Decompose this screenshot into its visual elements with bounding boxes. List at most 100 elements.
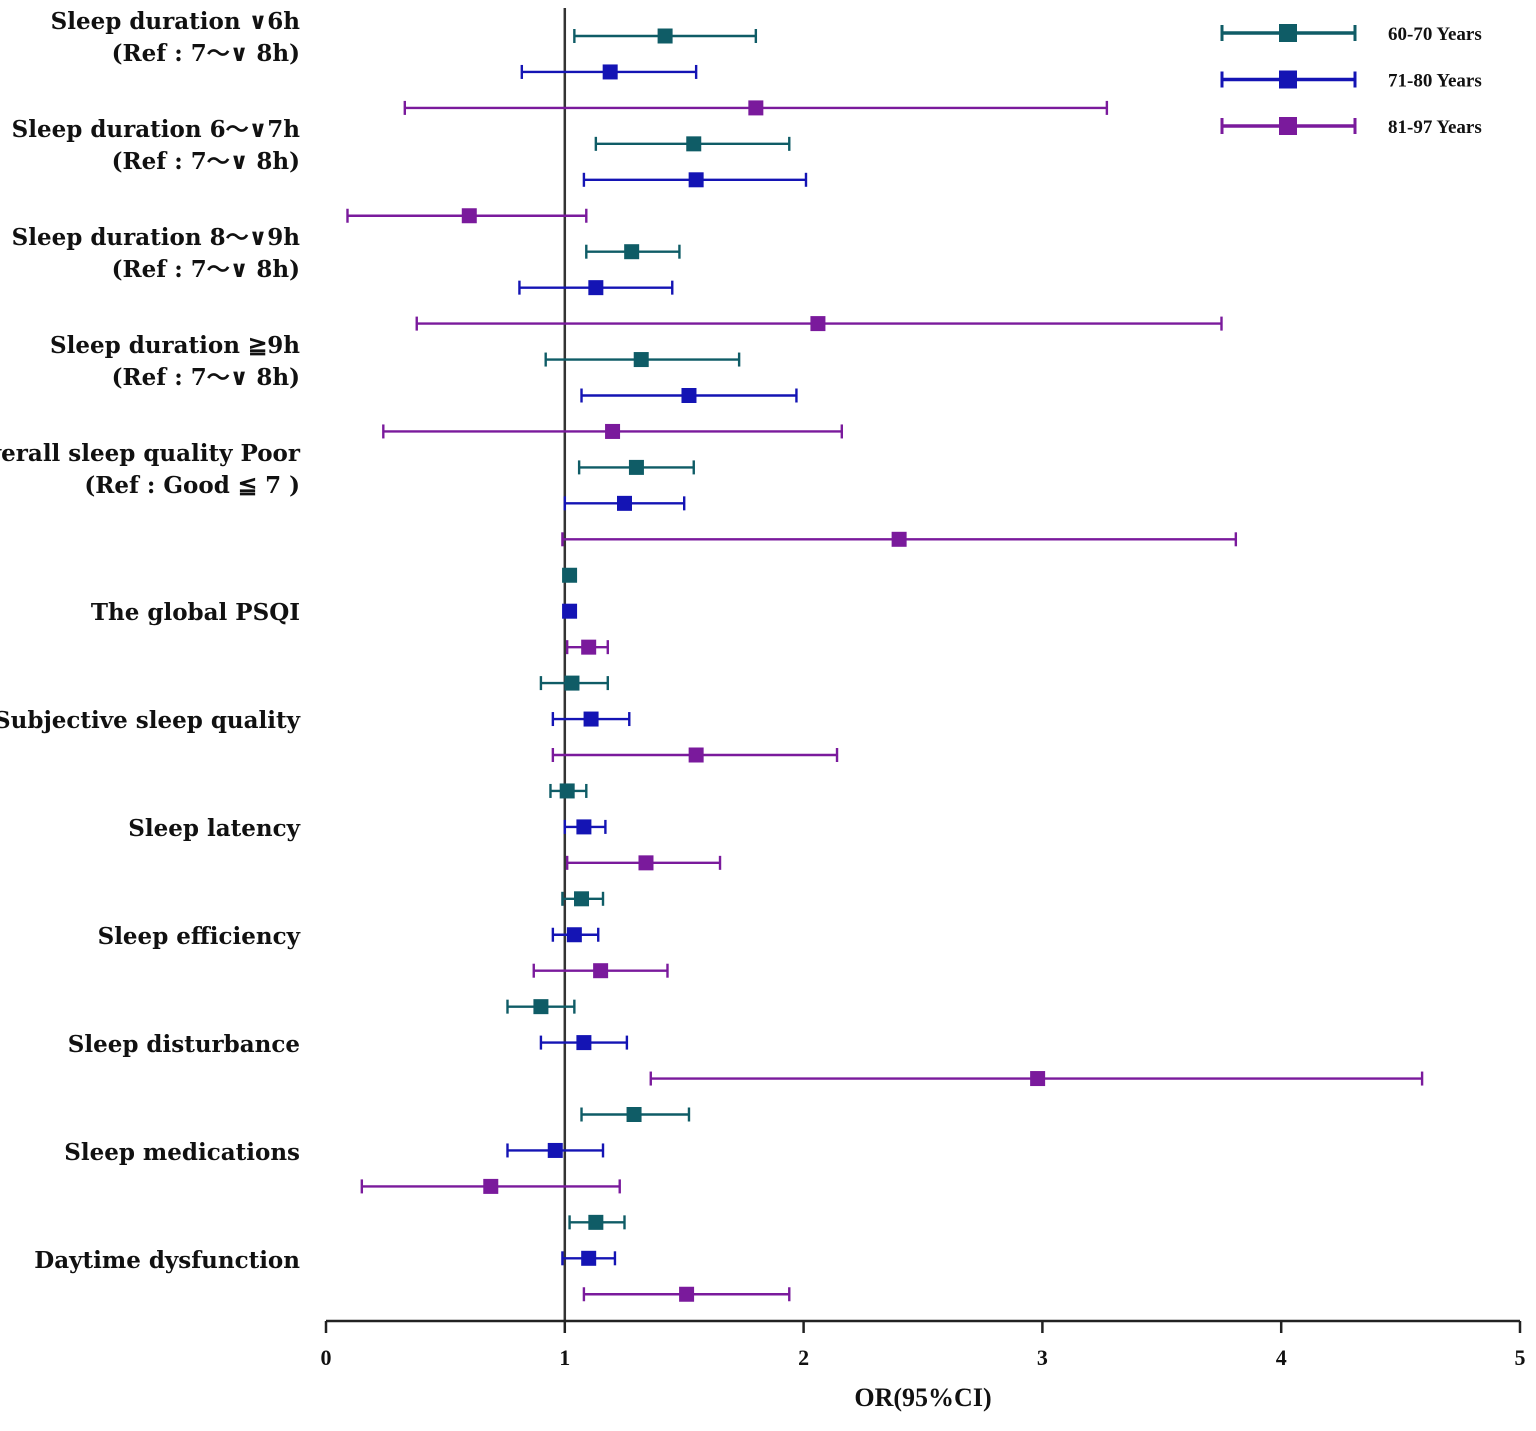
error-bar bbox=[360, 1178, 621, 1194]
category-label: Sleep duration ≧9h bbox=[50, 332, 300, 359]
point-estimate bbox=[588, 280, 604, 296]
category-label: Overall sleep quality Poor bbox=[0, 440, 301, 467]
error-bar bbox=[580, 388, 798, 403]
error-bar bbox=[549, 783, 588, 799]
category-label: (Ref : 7〜∨ 8h) bbox=[112, 364, 300, 391]
point-estimate bbox=[564, 675, 580, 691]
legend-label: 71-80 Years bbox=[1388, 71, 1482, 92]
error-bar bbox=[415, 316, 1223, 332]
legend-label: 60-70 Years bbox=[1388, 24, 1482, 45]
x-tick-label: 5 bbox=[1515, 1345, 1526, 1370]
legend-marker bbox=[1279, 24, 1297, 42]
plot-marks bbox=[346, 28, 1424, 1302]
error-bar bbox=[565, 855, 722, 871]
x-tick-label: 0 bbox=[321, 1345, 332, 1370]
error-bar bbox=[551, 711, 631, 727]
error-bar bbox=[551, 927, 600, 943]
point-estimate bbox=[679, 1286, 695, 1302]
point-estimate bbox=[581, 1250, 597, 1266]
category-label: Sleep latency bbox=[128, 815, 300, 842]
error-bar bbox=[563, 819, 607, 835]
point-estimate bbox=[574, 891, 590, 907]
point-estimate bbox=[562, 603, 578, 619]
point-estimate bbox=[547, 1142, 563, 1158]
point-estimate bbox=[657, 28, 673, 44]
error-bar bbox=[382, 423, 844, 439]
legend-item: 71-80 Years bbox=[1220, 70, 1482, 92]
point-estimate bbox=[593, 963, 609, 979]
error-bar bbox=[518, 280, 674, 296]
point-estimate bbox=[588, 1214, 604, 1230]
error-bar bbox=[561, 1250, 617, 1266]
point-estimate bbox=[891, 531, 907, 547]
legend-marker bbox=[1279, 70, 1297, 89]
error-bar bbox=[532, 963, 669, 979]
x-tick-label: 2 bbox=[798, 1345, 809, 1370]
x-tick-label: 4 bbox=[1276, 1345, 1287, 1370]
error-bar bbox=[506, 1142, 605, 1158]
error-bar bbox=[562, 567, 578, 583]
category-label: Daytime dysfunction bbox=[34, 1247, 300, 1274]
category-label: Sleep duration 8〜∨9h bbox=[12, 224, 301, 251]
error-bar bbox=[562, 603, 578, 619]
error-bar bbox=[582, 1286, 791, 1302]
x-axis: 0 1 2 3 4 5 bbox=[321, 1319, 1526, 1370]
point-estimate bbox=[583, 711, 599, 727]
category-label: Sleep medications bbox=[64, 1139, 300, 1166]
error-bar bbox=[594, 136, 791, 152]
point-estimate bbox=[681, 388, 697, 403]
category-label: Sleep duration ∨6h bbox=[51, 8, 301, 35]
point-estimate bbox=[533, 999, 549, 1015]
category-label: Sleep disturbance bbox=[68, 1031, 300, 1058]
error-bar bbox=[568, 1214, 626, 1230]
category-label: (Ref : Good ≦ 7 ) bbox=[84, 472, 300, 499]
error-bar bbox=[506, 999, 576, 1015]
point-estimate bbox=[617, 495, 632, 511]
category-labels: Sleep duration ∨6h (Ref : 7〜∨ 8h) Sleep du… bbox=[0, 8, 301, 1274]
error-bar bbox=[563, 495, 686, 511]
error-bar bbox=[403, 100, 1109, 116]
legend-item: 60-70 Years bbox=[1220, 24, 1482, 45]
error-bar bbox=[539, 1035, 629, 1051]
legend-marker bbox=[1279, 117, 1297, 135]
category-label: (Ref : 7〜∨ 8h) bbox=[112, 40, 300, 67]
point-estimate bbox=[559, 783, 575, 799]
point-estimate bbox=[748, 100, 764, 116]
error-bar bbox=[582, 172, 808, 188]
point-estimate bbox=[605, 423, 621, 439]
point-estimate bbox=[686, 136, 702, 152]
error-bar bbox=[544, 352, 741, 368]
error-bar bbox=[649, 1071, 1424, 1087]
point-estimate bbox=[602, 64, 618, 80]
point-estimate bbox=[461, 208, 477, 224]
error-bar bbox=[561, 891, 605, 907]
error-bar bbox=[520, 64, 698, 80]
point-estimate bbox=[581, 639, 597, 655]
category-label: Sleep efficiency bbox=[98, 923, 301, 950]
error-bar bbox=[565, 639, 609, 655]
error-bar bbox=[551, 747, 839, 763]
point-estimate bbox=[566, 927, 582, 943]
x-tick-label: 3 bbox=[1037, 1345, 1048, 1370]
point-estimate bbox=[562, 567, 578, 583]
point-estimate bbox=[576, 819, 592, 835]
category-label: (Ref : 7〜∨ 8h) bbox=[112, 256, 300, 283]
x-tick-label: 1 bbox=[559, 1345, 570, 1370]
category-label: Subjective sleep quality bbox=[0, 707, 301, 734]
point-estimate bbox=[1030, 1071, 1046, 1087]
category-label: The global PSQI bbox=[91, 599, 300, 626]
point-estimate bbox=[483, 1178, 499, 1194]
legend-item: 81-97 Years bbox=[1220, 117, 1482, 138]
error-bar bbox=[539, 675, 609, 691]
point-estimate bbox=[638, 855, 654, 871]
point-estimate bbox=[626, 1107, 642, 1122]
point-estimate bbox=[810, 316, 826, 332]
legend: 60-70 Years 71-80 Years 81-97 Years bbox=[1220, 24, 1482, 138]
point-estimate bbox=[688, 747, 704, 763]
category-label: (Ref : 7〜∨ 8h) bbox=[112, 148, 300, 175]
legend-label: 81-97 Years bbox=[1388, 117, 1482, 138]
point-estimate bbox=[628, 459, 644, 475]
point-estimate bbox=[576, 1035, 592, 1051]
category-label: Sleep duration 6〜∨7h bbox=[12, 116, 301, 143]
